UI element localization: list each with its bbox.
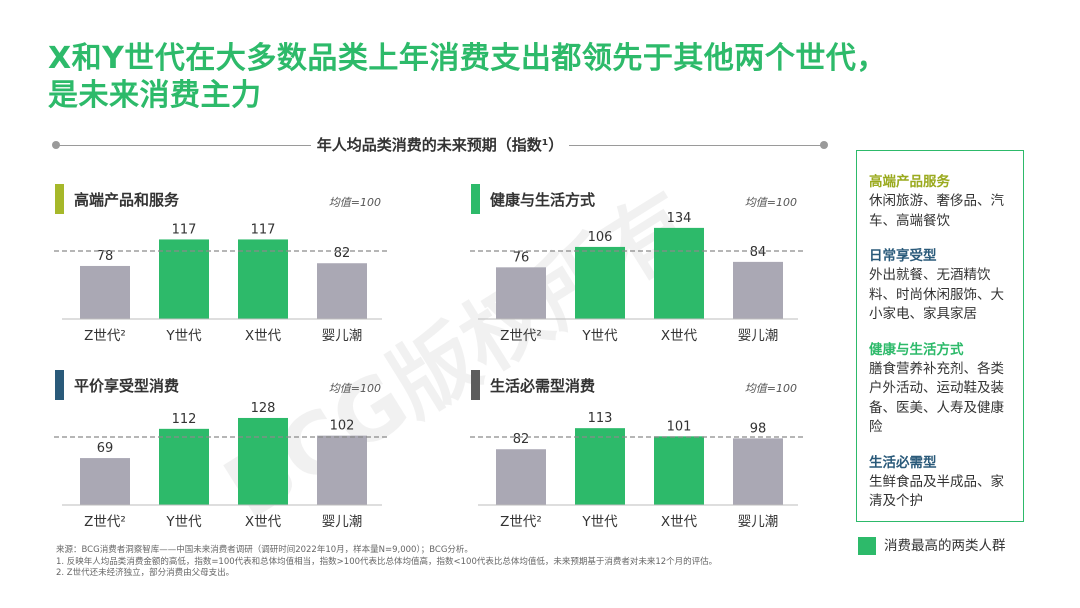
bar <box>575 428 625 505</box>
bar-value-label: 112 <box>172 412 197 427</box>
highlight-note: 消费最高的两类人群 <box>884 538 1006 554</box>
category-label: X世代 <box>661 514 698 530</box>
legend-category-desc: 外出就餐、无酒精饮料、时尚休闲服饰、大小家电、家具家居 <box>869 267 1004 322</box>
bar <box>159 428 209 505</box>
legend-category-title: 高端产品服务 <box>869 174 950 190</box>
legend-category-title: 日常享受型 <box>869 248 937 264</box>
bar-value-label: 106 <box>588 230 613 245</box>
legend-category-title: 生活必需型 <box>869 454 937 471</box>
legend-category: 日常享受型外出就餐、无酒精饮料、时尚休闲服饰、大小家电、家具家居 <box>869 247 1013 325</box>
bar-value-label: 82 <box>334 246 351 261</box>
footnote-source: 来源：BCG消费者洞察智库——中国未来消费者调研（调研时间2022年10月，样本… <box>56 545 473 555</box>
category-label: X世代 <box>661 328 698 344</box>
category-label: Z世代² <box>84 514 126 530</box>
bar <box>317 435 367 505</box>
category-label: Y世代 <box>165 328 202 344</box>
category-label: Z世代² <box>500 328 542 344</box>
panel-title-marker <box>471 184 480 214</box>
bar <box>238 239 288 319</box>
panel-title: 生活必需型消费 <box>490 377 595 395</box>
bar-value-label: 117 <box>172 222 197 237</box>
chart-panel-premium: 高端产品和服务 均值=100 78 Z世代² 117 Y世代 117 X世代 82 婴儿潮 <box>52 178 392 348</box>
bar <box>80 265 130 319</box>
bar-value-label: 78 <box>97 249 114 264</box>
page-title: X和Y世代在大多数品类上年消费支出都领先于其他两个世代， 是未来消费主力 <box>48 41 887 113</box>
bar <box>159 239 209 319</box>
bar-value-label: 82 <box>513 432 530 447</box>
bar <box>654 227 704 319</box>
mean-annotation: 均值=100 <box>745 382 797 395</box>
category-label: X世代 <box>245 514 282 530</box>
legend-category-title: 健康与生活方式 <box>869 341 964 358</box>
bar-value-label: 134 <box>667 211 692 226</box>
bar <box>496 449 546 505</box>
legend-category: 生活必需型生鲜食品及半成品、家清及个护 <box>869 454 1013 512</box>
footnote-2: 2. Z世代还未经济独立，部分消费由父母支出。 <box>56 568 235 578</box>
bar-value-label: 84 <box>750 245 767 260</box>
bar-value-label: 69 <box>97 441 114 456</box>
chart-panel-affordable: 平价享受型消费 均值=100 69 Z世代² 112 Y世代 128 X世代 102 婴儿潮 <box>52 364 392 534</box>
panel-title: 高端产品和服务 <box>74 191 180 209</box>
legend-category-desc: 休闲旅游、奢侈品、汽车、高端餐饮 <box>869 193 1004 229</box>
legend-category: 健康与生活方式膳食营养补充剂、各类户外活动、运动鞋及装备、医美、人寿及健康险 <box>869 341 1013 438</box>
bar-value-label: 98 <box>750 421 767 436</box>
panel-title-marker <box>471 370 480 400</box>
bar-chart: 平价享受型消费 均值=100 69 Z世代² 112 Y世代 128 X世代 102 婴儿潮 <box>54 370 388 530</box>
bar-chart: 高端产品和服务 均值=100 78 Z世代² 117 Y世代 117 X世代 82 婴儿潮 <box>54 184 388 344</box>
bar-value-label: 102 <box>330 419 355 434</box>
category-label: 婴儿潮 <box>322 514 363 530</box>
highlight-swatch <box>858 537 876 555</box>
bar <box>575 246 625 319</box>
category-label: 婴儿潮 <box>322 328 363 344</box>
category-label: X世代 <box>245 328 282 344</box>
panel-title-marker <box>55 184 64 214</box>
category-label: Z世代² <box>500 514 542 530</box>
mean-annotation: 均值=100 <box>329 196 381 209</box>
mean-annotation: 均值=100 <box>329 382 381 395</box>
bar <box>654 436 704 505</box>
panel-title: 健康与生活方式 <box>490 191 595 209</box>
mean-annotation: 均值=100 <box>745 196 797 209</box>
bar <box>733 438 783 505</box>
panel-title: 平价享受型消费 <box>74 377 179 395</box>
category-label: 婴儿潮 <box>738 514 779 530</box>
panel-title-marker <box>55 370 64 400</box>
category-label: Y世代 <box>165 514 202 530</box>
category-label: 婴儿潮 <box>738 328 779 344</box>
bar <box>238 417 288 505</box>
category-label: Y世代 <box>581 514 618 530</box>
chart-subtitle: 年人均品类消费的未来预期（指数¹） <box>310 136 570 154</box>
bar-value-label: 101 <box>667 419 692 434</box>
legend-category-desc: 生鲜食品及半成品、家清及个护 <box>869 473 1004 510</box>
category-label: Y世代 <box>581 328 618 344</box>
chart-panel-essential: 生活必需型消费 均值=100 82 Z世代² 113 Y世代 101 X世代 98 婴儿潮 <box>468 364 808 534</box>
bar-chart: 健康与生活方式 均值=100 76 Z世代² 106 Y世代 134 X世代 84 婴儿潮 <box>470 184 804 344</box>
bar <box>317 263 367 319</box>
line-end-dot <box>820 141 828 149</box>
bar <box>733 261 783 319</box>
chart-section-header: 年人均品类消费的未来预期（指数¹） <box>52 134 828 156</box>
bar-value-label: 117 <box>251 222 276 237</box>
bar-value-label: 128 <box>251 401 276 416</box>
category-legend: 高端产品服务休闲旅游、奢侈品、汽车、高端餐饮日常享受型外出就餐、无酒精饮料、时尚… <box>856 150 1024 522</box>
footnotes: 来源：BCG消费者洞察智库——中国未来消费者调研（调研时间2022年10月，样本… <box>56 545 856 580</box>
bar-value-label: 113 <box>588 411 613 426</box>
bar-chart: 生活必需型消费 均值=100 82 Z世代² 113 Y世代 101 X世代 98 婴儿潮 <box>470 370 804 530</box>
bar <box>496 267 546 319</box>
bar-value-label: 76 <box>513 250 530 265</box>
legend-category: 高端产品服务休闲旅游、奢侈品、汽车、高端餐饮 <box>869 173 1013 231</box>
chart-panel-health: 健康与生活方式 均值=100 76 Z世代² 106 Y世代 134 X世代 84 婴儿潮 <box>468 178 808 348</box>
footnote-1: 1. 反映年人均品类消费金额的高低，指数=100代表和总体均值相当，指数>100… <box>56 556 718 567</box>
category-label: Z世代² <box>84 328 126 344</box>
legend-category-desc: 膳食营养补充剂、各类户外活动、运动鞋及装备、医美、人寿及健康险 <box>869 360 1004 436</box>
bar <box>80 458 130 505</box>
